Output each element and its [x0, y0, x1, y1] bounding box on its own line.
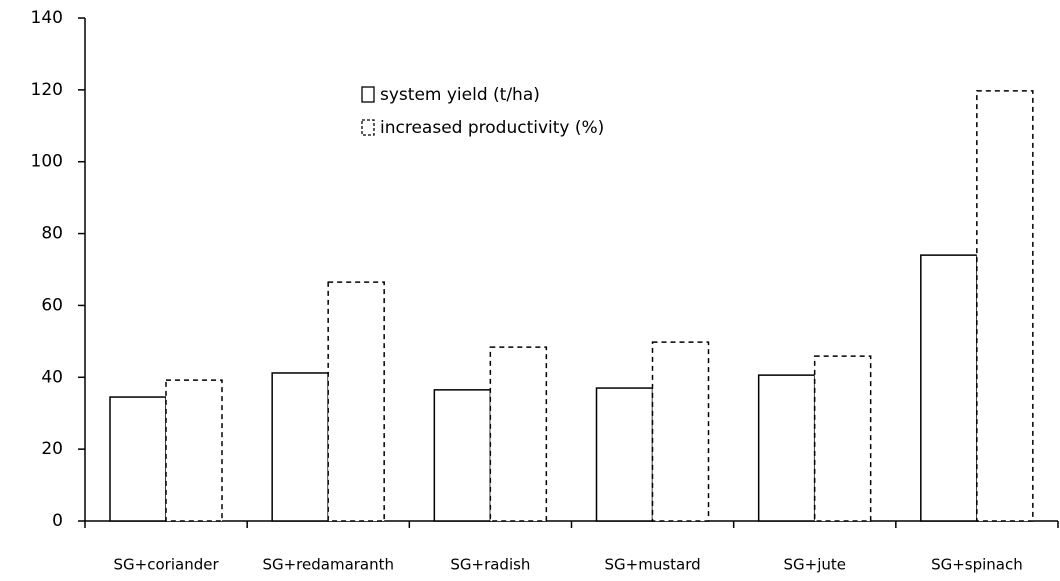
bar [327, 281, 385, 522]
y-tick-label: 40 [41, 367, 63, 387]
bar [651, 341, 710, 522]
y-tick-label: 80 [41, 224, 63, 244]
x-tick-label: SG+mustard [605, 556, 701, 574]
x-tick-label: SG+radish [450, 556, 530, 574]
x-tick-label: SG+spinach [931, 556, 1023, 574]
bar [976, 90, 1034, 522]
legend-swatch [361, 119, 375, 136]
y-tick-label: 0 [52, 511, 63, 531]
x-tick-label: SG+redamaranth [262, 556, 394, 574]
y-tick-label: 100 [31, 152, 63, 172]
bar [813, 355, 872, 522]
bar [595, 387, 654, 522]
bar [489, 346, 548, 522]
bar [109, 396, 167, 522]
bar [920, 254, 978, 522]
x-tick-label: SG+coriander [114, 556, 220, 574]
y-tick-label: 60 [41, 295, 63, 315]
legend-label: increased productivity (%) [380, 118, 604, 138]
y-tick-label: 140 [31, 8, 63, 28]
y-tick-label: 120 [31, 80, 63, 100]
y-tick-label: 20 [41, 439, 63, 459]
bar [165, 379, 223, 522]
bar [433, 389, 492, 522]
legend-label: system yield (t/ha) [380, 85, 540, 105]
legend-swatch [361, 86, 375, 103]
bar [757, 374, 816, 522]
bar [271, 372, 329, 522]
x-tick-label: SG+jute [784, 556, 847, 574]
